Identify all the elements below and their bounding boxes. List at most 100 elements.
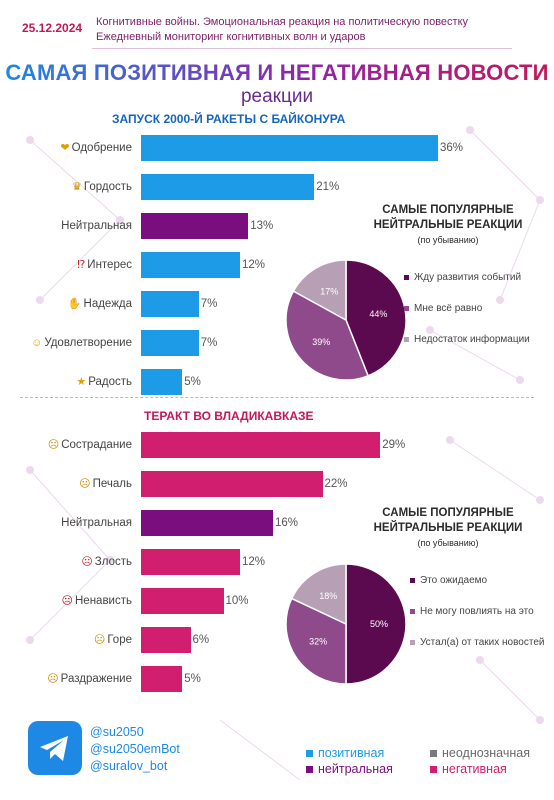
pie-legend-item: Жду развития событий <box>404 272 544 283</box>
bar <box>141 627 191 653</box>
neutral-reactions-note-1: (по убыванию) <box>417 235 479 245</box>
neutral-reactions-legend-1: Жду развития событий Мне всё равно Недоста… <box>404 272 544 345</box>
handle-link[interactable]: @su2050emBot <box>90 742 180 756</box>
handle-link[interactable]: @su2050 <box>90 725 144 739</box>
bar-category-label: Нейтральная <box>4 216 132 236</box>
pie-legend-label: Мне всё равно <box>414 303 483 314</box>
bar-category-label: ✋ Надежда <box>4 294 132 314</box>
bar-value-label: 36% <box>440 142 464 154</box>
bar-category-label: ★ Радость <box>4 372 132 392</box>
bar-category-label: ☹ Сострадание <box>4 435 132 455</box>
legend-swatch <box>430 749 437 757</box>
pie-slice <box>285 597 347 685</box>
bar <box>141 666 183 692</box>
pie-slice <box>290 563 347 626</box>
legend-label: позитивная <box>318 746 385 760</box>
bar-value-label: 12% <box>242 259 266 271</box>
pie-value-label: 32% <box>309 637 327 647</box>
neutral-reactions-note-2: (по убыванию) <box>417 538 479 548</box>
bar-category-label: ☹ Горе <box>4 630 132 650</box>
legend-label: неоднозначная <box>442 746 530 760</box>
category-text: Раздражение <box>60 673 132 685</box>
bar-category-label: ❤ Одобрение <box>4 138 132 158</box>
bar <box>141 471 323 497</box>
legend-label: нейтральная <box>318 762 393 776</box>
cursing-face-icon: ☹ <box>61 595 73 607</box>
bar <box>141 369 183 395</box>
pie-legend-item: Не могу повлиять на это <box>410 606 550 617</box>
legend-item-positive: позитивная <box>306 746 384 760</box>
heart-hands-icon: ❤ <box>60 142 70 154</box>
main-title-text: САМАЯ ПОЗИТИВНАЯ И НЕГАТИВНАЯ НОВОСТИ <box>5 60 549 85</box>
category-text: Радость <box>88 376 132 388</box>
starry-eyes-face-icon: ★ <box>76 376 87 388</box>
neutral-reactions-heading-1: САМЫЕ ПОПУЛЯРНЫЕ НЕЙТРАЛЬНЫЕ РЕАКЦИИ <box>373 204 523 231</box>
bar-category-label: ☹ Раздражение <box>4 669 132 689</box>
pie-legend-label: Устал(а) от таких новостей <box>420 637 545 648</box>
category-text: Надежда <box>83 298 132 310</box>
bar-value-label: 12% <box>242 556 266 568</box>
bar-value-label: 10% <box>225 595 249 607</box>
category-text: Интерес <box>87 259 132 271</box>
legend-item-neutral: нейтральная <box>306 762 393 776</box>
main-title: САМАЯ ПОЗИТИВНАЯ И НЕГАТИВНАЯ НОВОСТИ <box>0 60 554 86</box>
bar-value-label: 7% <box>200 298 218 310</box>
bar <box>141 174 315 200</box>
bar <box>141 135 438 161</box>
pie-slice <box>292 259 347 322</box>
positive-news-title: ЗАПУСК 2000-Й РАКЕТЫ С БАЙКОНУРА <box>112 112 346 126</box>
pie-legend-label: Это ожидаемо <box>420 575 488 586</box>
legend-swatch <box>306 749 313 757</box>
bar-value-label: 16% <box>275 517 299 529</box>
bar-category-label: ☹ Ненависть <box>4 591 132 611</box>
bar-value-label: 6% <box>192 634 210 646</box>
legend-swatch <box>430 765 437 773</box>
category-text: Одобрение <box>71 142 132 154</box>
legend-item-negative: негативная <box>430 762 507 776</box>
legend-swatch <box>410 609 415 614</box>
pie-legend-item: Мне всё равно <box>404 303 544 314</box>
praying-hands-icon: ✋ <box>67 298 82 310</box>
pie-value-label: 17% <box>320 287 338 297</box>
category-text: Злость <box>94 556 132 568</box>
legend-swatch <box>404 337 409 342</box>
handle-link[interactable]: @suralov_bot <box>90 759 168 773</box>
sad-face-icon: ☹ <box>93 634 106 646</box>
bar-value-label: 21% <box>316 181 340 193</box>
pie-value-label: 39% <box>312 337 330 347</box>
pensive-face-icon: ☹ <box>79 478 91 490</box>
category-text: Горе <box>107 634 132 646</box>
pie-value-label: 44% <box>369 309 387 319</box>
bar-value-label: 5% <box>184 376 201 388</box>
bar <box>141 549 240 575</box>
category-text: Сострадание <box>61 439 132 451</box>
pie-value-label: 18% <box>319 591 337 601</box>
header-subtitle: Ежедневный мониторинг когнитивных волн и… <box>96 31 366 43</box>
channel-handles: @su2050 @su2050emBot @suralov_bot <box>90 724 180 775</box>
category-text: Нейтральная <box>61 517 132 529</box>
bar <box>141 330 199 356</box>
bar-category-label: ♛ Гордость <box>4 177 132 197</box>
neutral-reactions-pie-2: 50% 32% 18% <box>285 563 407 685</box>
category-text: Гордость <box>83 181 132 193</box>
bar <box>141 432 381 458</box>
pie-legend-label: Жду развития событий <box>414 272 522 283</box>
pie-legend-item: Недостаток информации <box>404 334 544 345</box>
category-text: Ненависть <box>75 595 132 607</box>
category-text: Нейтральная <box>61 220 132 232</box>
telegram-logo-icon <box>28 721 82 775</box>
pie-legend-label: Не могу повлиять на это <box>420 606 534 617</box>
main-subtitle: реакции <box>240 86 314 107</box>
legend-swatch <box>404 306 409 311</box>
pie-legend-item: Это ожидаемо <box>410 575 550 586</box>
sad-sweat-face-icon: ☹ <box>47 439 60 451</box>
legend-swatch <box>404 275 409 280</box>
pie-slice <box>345 563 407 685</box>
legend-swatch <box>410 578 415 583</box>
neutral-reactions-pie-1: 44% 39% 17% <box>285 259 407 381</box>
pie-legend-item: Устал(а) от таких новостей <box>410 637 550 648</box>
negative-news-title: ТЕРАКТ ВО ВЛАДИКАВКАЗЕ <box>144 409 314 423</box>
pie-legend-label: Недостаток информации <box>414 334 530 345</box>
smiling-face-icon: ☺ <box>31 337 43 349</box>
legend-label: негативная <box>442 762 507 776</box>
